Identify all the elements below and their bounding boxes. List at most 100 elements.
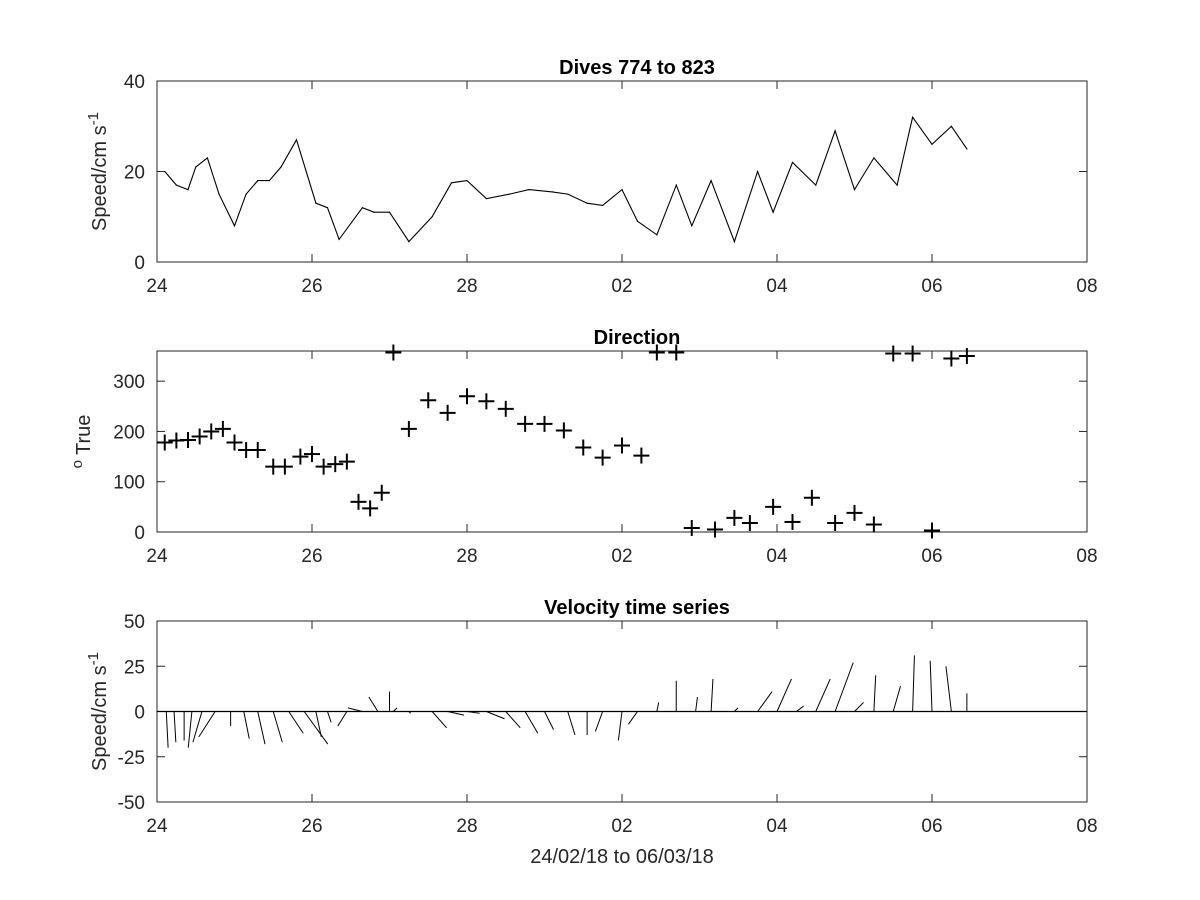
direction-point bbox=[327, 456, 344, 473]
velocity-stick bbox=[815, 678, 831, 712]
direction-point bbox=[276, 458, 293, 475]
speed-point bbox=[656, 234, 658, 236]
direction-point bbox=[594, 449, 611, 466]
speed-point bbox=[602, 204, 604, 207]
speed-point bbox=[338, 238, 340, 240]
velocity-stick bbox=[628, 711, 638, 725]
speed-point bbox=[450, 182, 453, 184]
speed-point bbox=[257, 179, 259, 182]
velocity-stick bbox=[854, 702, 864, 712]
y-tick-label: 100 bbox=[113, 473, 145, 494]
velocity-stick bbox=[796, 705, 804, 712]
velocity-stick bbox=[734, 707, 739, 712]
y-axis-label: Speed/cm s-1 bbox=[85, 652, 112, 771]
panel-1: 24 26 28 02 04 06 08 0 20 40 Dives 774 to 823 Speed… bbox=[85, 57, 1098, 297]
direction-point bbox=[865, 516, 882, 533]
y-axis-label-prefix: o bbox=[69, 460, 86, 468]
direction-point bbox=[373, 484, 390, 501]
y-axis-label-text: True bbox=[73, 415, 95, 455]
speed-point bbox=[733, 241, 735, 243]
x-axis-label: 24/02/18 to 06/03/18 bbox=[530, 846, 714, 868]
velocity-stick bbox=[315, 711, 322, 737]
direction-point bbox=[478, 393, 495, 410]
velocity-stick bbox=[892, 686, 901, 712]
x-tick-label: 02 bbox=[611, 546, 632, 567]
velocity-stick bbox=[486, 711, 505, 720]
direction-point bbox=[765, 498, 782, 515]
velocity-stick bbox=[173, 711, 177, 743]
direction-point bbox=[350, 493, 367, 510]
speed-point bbox=[218, 193, 220, 195]
speed-point bbox=[431, 216, 433, 218]
velocity-stick bbox=[873, 675, 877, 712]
speed-point bbox=[326, 207, 329, 209]
panel-title: Direction bbox=[594, 327, 681, 349]
y-tick-label: 300 bbox=[113, 372, 145, 393]
direction-point bbox=[943, 350, 960, 367]
y-tick-label: -50 bbox=[118, 793, 145, 814]
speed-point bbox=[245, 193, 247, 195]
direction-point bbox=[338, 453, 355, 470]
x-tick-label: 28 bbox=[456, 546, 477, 567]
velocity-stick bbox=[776, 678, 792, 712]
speed-point bbox=[187, 189, 189, 191]
direction-point bbox=[707, 521, 723, 538]
y-axis-label-sup: -1 bbox=[85, 112, 102, 125]
direction-point bbox=[191, 428, 208, 445]
speed-series-line bbox=[164, 115, 968, 244]
speed-point bbox=[195, 166, 197, 168]
x-tick-label: 02 bbox=[611, 276, 632, 297]
speed-point bbox=[361, 207, 363, 209]
velocity-stick bbox=[408, 711, 412, 714]
speed-point bbox=[509, 193, 511, 195]
direction-point bbox=[385, 344, 402, 361]
velocity-stick bbox=[466, 711, 480, 714]
speed-point bbox=[164, 170, 166, 173]
x-tick-label: 04 bbox=[766, 546, 788, 567]
speed-point bbox=[873, 157, 875, 159]
x-tick-label: 26 bbox=[301, 546, 322, 567]
velocity-stick bbox=[165, 711, 169, 748]
velocity-stick bbox=[431, 711, 447, 729]
velocity-stick bbox=[695, 696, 698, 712]
speed-point bbox=[466, 179, 468, 182]
speed-point bbox=[675, 184, 677, 186]
direction-point bbox=[180, 431, 196, 448]
direction-point bbox=[904, 345, 921, 362]
x-tick-label: 08 bbox=[1076, 546, 1097, 567]
velocity-stick bbox=[393, 707, 398, 712]
speed-point bbox=[408, 241, 410, 243]
velocity-stick bbox=[524, 711, 539, 734]
velocity-stick bbox=[272, 711, 283, 743]
velocity-stick bbox=[192, 711, 203, 743]
speed-point bbox=[268, 179, 270, 182]
speed-point bbox=[485, 198, 487, 200]
speed-point bbox=[388, 211, 391, 213]
speed-point bbox=[315, 202, 317, 204]
velocity-stick bbox=[945, 666, 952, 712]
velocity-stick bbox=[544, 711, 554, 730]
direction-point bbox=[459, 388, 475, 405]
x-tick-label: 06 bbox=[921, 546, 942, 567]
speed-point bbox=[966, 148, 968, 150]
direction-point bbox=[958, 348, 975, 365]
direction-point bbox=[420, 392, 437, 409]
speed-point bbox=[175, 184, 177, 186]
speed-point bbox=[912, 116, 914, 118]
y-tick-label: -25 bbox=[118, 748, 145, 769]
speed-point bbox=[896, 184, 898, 186]
x-tick-label: 02 bbox=[611, 816, 632, 837]
velocity-stick bbox=[337, 711, 348, 727]
velocity-stick bbox=[567, 711, 576, 736]
velocity-stick bbox=[288, 711, 304, 734]
direction-point bbox=[827, 514, 844, 531]
panel-title: Dives 774 to 823 bbox=[559, 57, 715, 79]
direction-point bbox=[536, 415, 553, 432]
direction-point bbox=[203, 423, 220, 440]
direction-point bbox=[497, 400, 514, 417]
velocity-stick bbox=[347, 707, 363, 712]
velocity-stick bbox=[243, 711, 250, 739]
velocity-stick bbox=[505, 711, 521, 729]
direction-point bbox=[633, 447, 650, 464]
